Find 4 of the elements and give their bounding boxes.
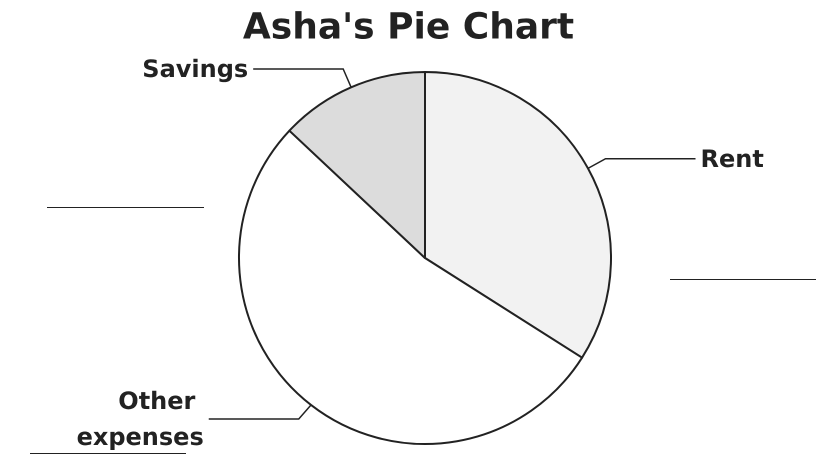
- slice-label: Rent: [700, 144, 764, 173]
- slice-label: Other expenses: [76, 387, 204, 451]
- slice-label: Savings: [142, 54, 248, 83]
- chart-title: Asha's Pie Chart: [242, 6, 574, 48]
